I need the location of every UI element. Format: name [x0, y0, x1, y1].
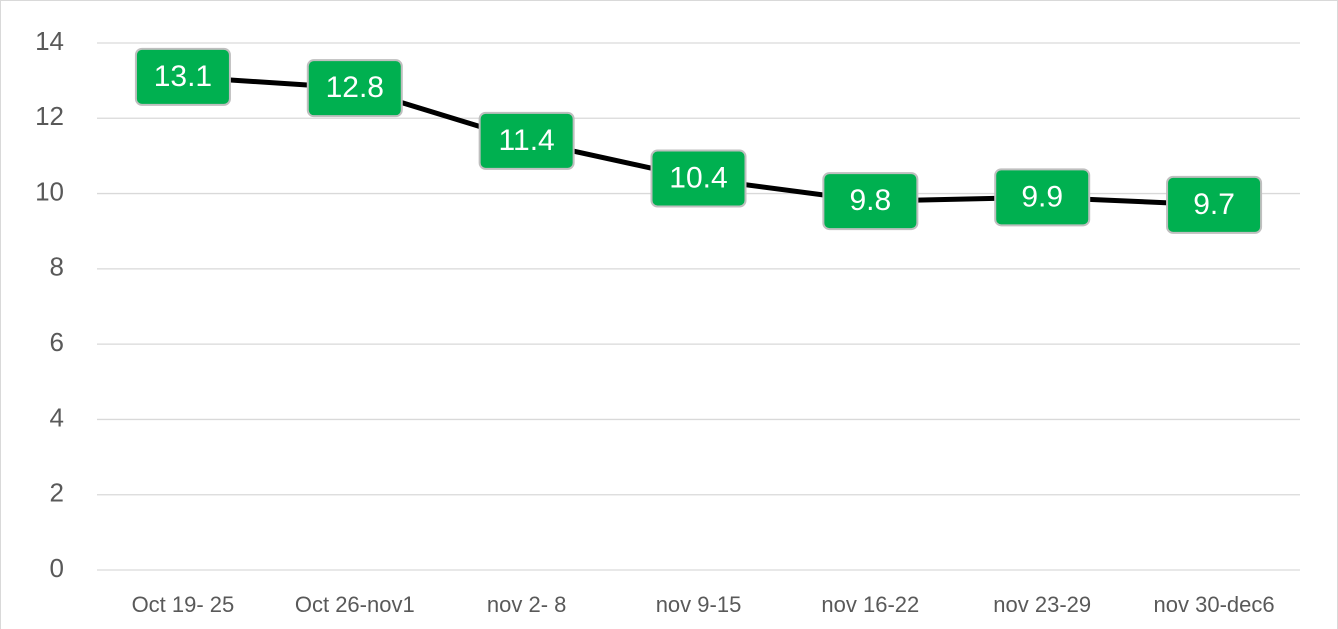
x-tick-label: nov 9-15	[656, 592, 742, 617]
data-label: 9.9	[1021, 180, 1063, 213]
y-tick-label: 12	[35, 101, 64, 131]
data-label-box	[822, 172, 919, 231]
data-label: 11.4	[499, 124, 555, 157]
y-tick-label: 8	[50, 252, 64, 282]
x-tick-label: Oct 26-nov1	[295, 592, 415, 617]
data-label-box	[478, 111, 575, 170]
x-tick-label: nov 23-29	[993, 592, 1091, 617]
x-tick-label: nov 30-dec6	[1154, 592, 1275, 617]
x-tick-label: nov 2- 8	[487, 592, 567, 617]
data-label-box	[650, 149, 747, 208]
data-label: 9.8	[849, 184, 891, 217]
y-tick-label: 14	[35, 26, 64, 56]
x-tick-label: nov 16-22	[821, 592, 919, 617]
data-label-box	[134, 47, 231, 106]
data-label: 10.4	[669, 161, 727, 194]
y-tick-label: 10	[35, 176, 64, 206]
y-tick-label: 0	[50, 553, 64, 583]
data-label: 9.7	[1193, 188, 1235, 221]
data-label: 12.8	[326, 71, 384, 104]
data-label: 13.1	[154, 60, 212, 93]
y-tick-label: 4	[50, 402, 64, 432]
data-label-box	[994, 168, 1091, 227]
data-label-box	[1166, 175, 1263, 234]
data-label-box	[306, 59, 403, 118]
y-tick-label: 2	[50, 478, 64, 508]
y-tick-label: 6	[50, 327, 64, 357]
x-tick-label: Oct 19- 25	[132, 592, 235, 617]
